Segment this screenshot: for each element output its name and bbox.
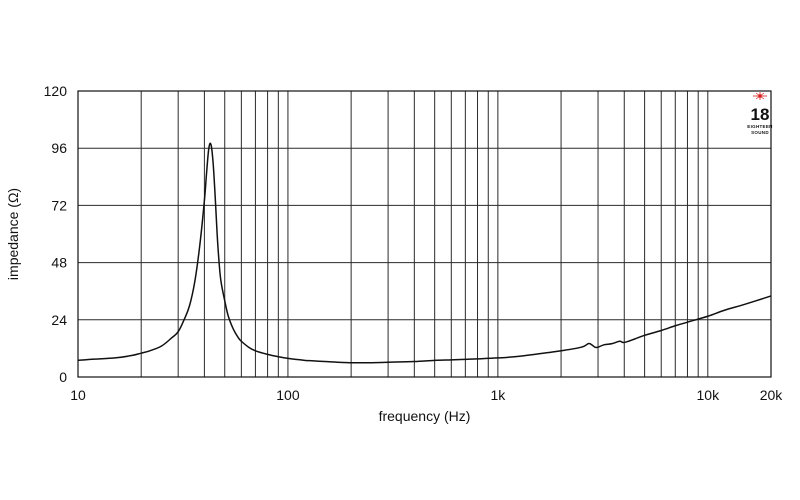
y-tick-label: 24 <box>51 312 67 328</box>
plot-frame <box>77 90 772 378</box>
y-tick-label: 72 <box>51 197 67 213</box>
svg-text:18: 18 <box>751 105 770 124</box>
x-axis-title: frequency (Hz) <box>379 408 471 424</box>
horizontal-grid <box>78 147 771 321</box>
y-tick-label: 120 <box>44 83 68 99</box>
svg-text:EIGHTEEN: EIGHTEEN <box>747 124 772 129</box>
brand-logo-18-sound: 18 EIGHTEEN SOUND <box>747 92 772 135</box>
x-tick-labels: 10 100 1k 10k 20k <box>70 387 783 403</box>
y-tick-label: 96 <box>51 140 67 156</box>
y-axis-title: impedance (Ω) <box>5 188 21 280</box>
x-tick-label: 10k <box>697 387 721 403</box>
y-tick-labels: 0 24 48 72 96 120 <box>44 83 68 385</box>
x-tick-label: 100 <box>276 387 300 403</box>
y-tick-label: 0 <box>59 369 67 385</box>
x-tick-label: 10 <box>70 387 86 403</box>
y-tick-label: 48 <box>51 255 67 271</box>
x-tick-label: 1k <box>490 387 506 403</box>
x-tick-label: 20k <box>760 387 784 403</box>
svg-text:SOUND: SOUND <box>751 130 769 135</box>
impedance-curve <box>77 142 772 364</box>
vertical-grid <box>140 91 709 377</box>
